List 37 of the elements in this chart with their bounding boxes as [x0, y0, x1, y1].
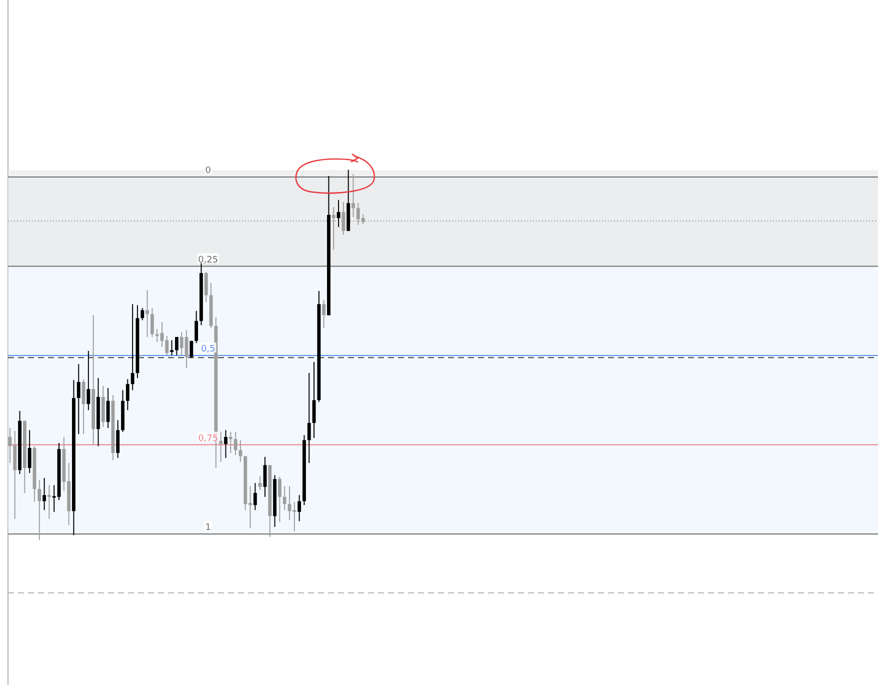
ref-line-label: 0,75 [198, 434, 218, 444]
candlestick [228, 431, 232, 454]
candlestick [278, 476, 282, 522]
candlestick [258, 476, 262, 491]
candlestick [174, 336, 178, 356]
candlestick [28, 430, 32, 474]
candlestick [126, 378, 130, 411]
candlestick [224, 430, 228, 458]
candlestick [282, 486, 286, 511]
ref-line-label: 0 [205, 166, 212, 176]
candlestick [140, 308, 144, 321]
candlestick [238, 440, 242, 462]
candlestick [307, 372, 311, 464]
candlestick [42, 477, 46, 511]
candlestick [298, 494, 302, 522]
candlestick [116, 420, 120, 458]
ref-line-label: 0,25 [198, 255, 218, 266]
ref-line-label: 1 [205, 523, 211, 534]
candlestick [190, 340, 194, 359]
candlestick [204, 272, 208, 302]
candlestick [234, 431, 238, 456]
candlestick [170, 340, 174, 356]
candlestick [47, 484, 51, 520]
candlestick [336, 199, 340, 228]
candlestick [253, 482, 257, 511]
candlestick [106, 388, 110, 428]
ref-line-label: 0,5 [200, 344, 216, 355]
candlestick [146, 290, 149, 338]
candlestick [38, 480, 42, 541]
candlestick [352, 174, 355, 218]
candlestick [76, 364, 80, 435]
candlestick [194, 310, 198, 344]
candlestick [150, 308, 154, 338]
candlestick [322, 300, 326, 329]
candlestick [86, 350, 90, 411]
candlestick [130, 304, 134, 391]
candlestick [219, 431, 223, 462]
